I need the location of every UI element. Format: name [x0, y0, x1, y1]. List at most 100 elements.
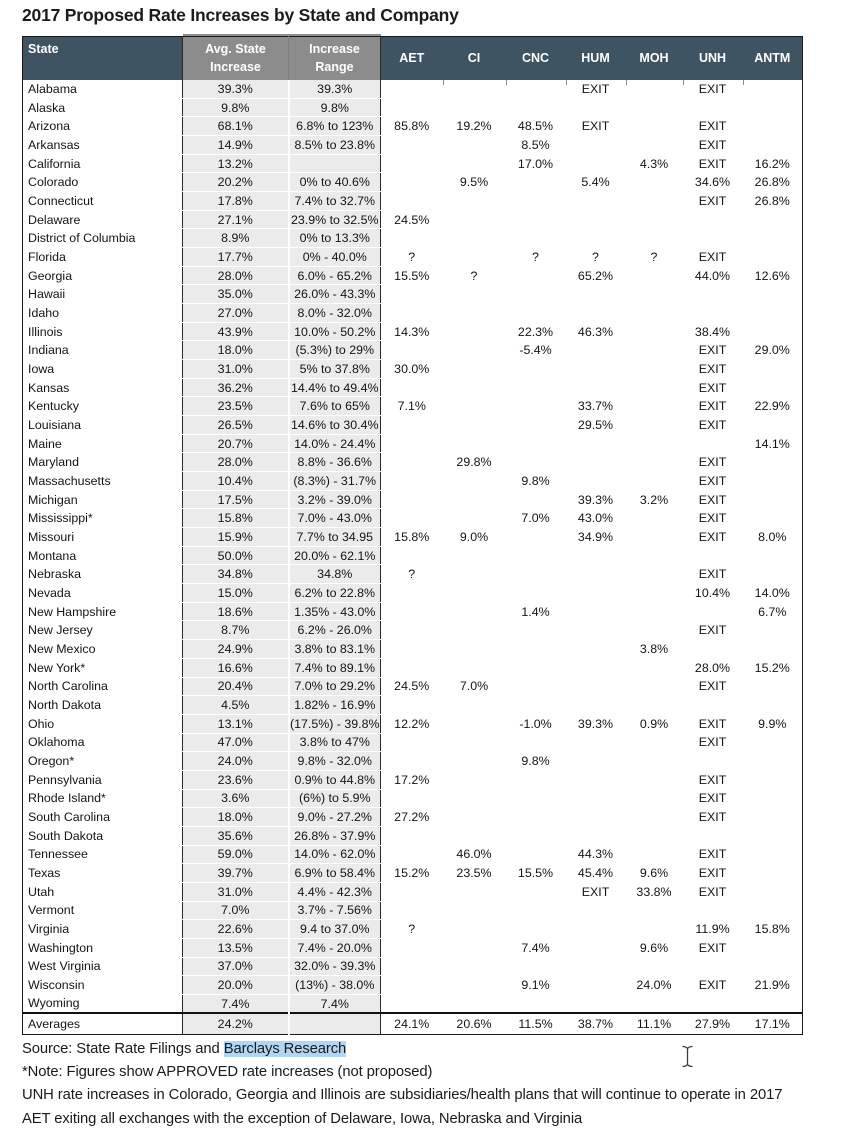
avg-state-increase-cell: 27.0% [182, 303, 290, 323]
company-value-cell [381, 154, 443, 173]
company-value-cell: 15.2% [394, 866, 430, 881]
increase-range-cell: 20.0% - 62.1% [288, 546, 381, 566]
avg-state-increase-cell: 15.0% [182, 583, 290, 603]
company-value-cell [566, 154, 626, 173]
company-value-cell: 7.1% [397, 399, 426, 414]
company-value-cell: 9.1% [521, 978, 550, 993]
increase-range-cell: 6.2% to 22.8% [288, 583, 381, 603]
avg-state-increase-cell: 26.5% [182, 415, 290, 435]
avg-state-increase-cell: 17.8% [182, 191, 290, 211]
table-row: New Jersey 8.7% 6.2% - 26.0% EXIT [23, 620, 803, 641]
state-cell: Oregon* [28, 754, 75, 769]
company-value-cell: 22.3% [517, 324, 554, 339]
state-cell: Kansas [28, 380, 70, 395]
company-value-cell: 15.5% [517, 866, 554, 881]
table-row: Rhode Island* 3.6% (6%) to 5.9% EXIT [23, 789, 803, 809]
company-value-cell [625, 79, 683, 99]
company-value-cell [506, 434, 566, 453]
increase-range-cell: 7.4% - 20.0% [288, 938, 381, 958]
company-value-cell: 26.8% [754, 175, 790, 190]
avg-state-increase-cell: 8.9% [182, 228, 290, 249]
avg-state-increase-cell: 68.1% [182, 116, 290, 137]
company-value-cell: 4.3% [639, 156, 669, 171]
company-value-cell: ? [470, 268, 478, 283]
company-value-cell: EXIT [698, 623, 727, 638]
col-header-moh: MOH [625, 36, 683, 80]
company-value-cell [506, 378, 566, 397]
state-cell: Ohio [28, 716, 55, 731]
company-value-cell [566, 696, 626, 715]
increase-range-cell: 1.82% - 16.9% [288, 695, 381, 715]
company-value-cell: 23.5% [456, 866, 492, 881]
table-row: Maryland 28.0% 8.8% - 36.6% 29.8% EXIT [23, 452, 803, 473]
company-value-cell [566, 434, 626, 453]
company-value-cell [381, 640, 443, 659]
company-value-cell: EXIT [698, 156, 727, 171]
company-value-cell [443, 920, 506, 939]
avg-state-increase-cell: 4.5% [182, 695, 290, 715]
company-value-cell [743, 136, 803, 155]
table-row: Arizona 68.1% 6.8% to 123% 85.8% 19.2% 48.5% E… [23, 116, 803, 137]
company-value-cell [566, 733, 626, 752]
state-cell: California [28, 156, 81, 171]
table-row: Indiana 18.0% (5.3%) to 29% -5.4% EXIT 29.0% [23, 340, 803, 361]
company-value-cell [742, 79, 803, 99]
company-value-cell [626, 621, 683, 640]
company-value-cell [506, 882, 566, 901]
col-header-range-line2: Range [315, 60, 354, 75]
company-value-cell: 17.2% [394, 772, 430, 787]
company-value-cell: -1.0% [519, 716, 552, 731]
company-value-cell [506, 584, 566, 603]
increase-range-cell: 14.0% - 24.4% [288, 434, 381, 454]
avg-state-increase-cell: 24.9% [182, 639, 290, 659]
company-value-cell [506, 658, 566, 677]
aet-note-line: AET exiting all exchanges with the excep… [22, 1110, 583, 1127]
company-value-cell [506, 304, 566, 323]
company-value-cell [443, 752, 506, 771]
company-value-cell: 15.8% [754, 922, 790, 937]
company-value-cell: 6.7% [758, 604, 787, 619]
company-value-cell [443, 136, 506, 155]
company-value-cell: 43.0% [577, 511, 614, 526]
company-value-cell [626, 98, 683, 117]
company-value-cell [743, 994, 803, 1013]
company-value-cell: ? [650, 249, 658, 264]
table-row: Alaska 9.8% 9.8% [23, 98, 803, 118]
increase-range-cell: 32.0% - 39.3% [288, 957, 381, 977]
company-value-cell [381, 658, 443, 677]
company-value-cell [683, 98, 743, 117]
company-value-cell [381, 621, 443, 640]
company-value-cell [566, 938, 626, 957]
company-value-cell: EXIT [698, 716, 727, 731]
company-value-cell: 30.0% [394, 361, 430, 376]
company-value-cell [626, 565, 683, 584]
company-value-cell [443, 397, 506, 416]
increase-range-cell: 9.8% [288, 98, 381, 118]
increase-range-cell: 0% to 40.6% [288, 172, 381, 193]
table-row: California 13.2% 17.0% 4.3% EXIT 16.2% [23, 154, 803, 174]
state-cell: Kentucky [28, 399, 79, 414]
avg-state-increase-cell: 3.6% [182, 789, 290, 809]
selected-text[interactable]: Barclays Research [223, 1041, 347, 1057]
state-cell: South Dakota [28, 828, 104, 843]
company-value-cell [683, 901, 743, 920]
company-value-cell [381, 826, 443, 845]
company-value-cell [626, 192, 683, 211]
col-header-cnc: CNC [505, 36, 566, 80]
table-row: Georgia 28.0% 6.0% - 65.2% 15.5%? 65.2% 44.0%… [23, 266, 803, 286]
table-row: Alabama 39.3% 39.3% EXIT EXIT [23, 79, 803, 99]
company-value-cell [626, 266, 683, 285]
averages-company-cell: 11.5% [505, 1012, 566, 1035]
rate-table: State Avg. State Increase Increase Range… [22, 36, 803, 1035]
company-value-cell: 39.3% [577, 492, 614, 507]
company-value-cell: 29.5% [577, 417, 614, 432]
state-cell: Alabama [28, 81, 77, 96]
table-row: Nevada 15.0% 6.2% to 22.8% 10.4% 14.0% [23, 583, 803, 603]
company-value-cell [566, 192, 626, 211]
note-line: *Note: Figures show APPROVED rate increa… [22, 1064, 433, 1081]
table-row: Arkansas 14.9% 8.5% to 23.8% 8.5% EXIT [23, 135, 803, 155]
company-value-cell [381, 173, 443, 192]
table-row: Delaware 27.1% 23.9% to 32.5% 24.5% [23, 210, 803, 230]
company-value-cell [626, 229, 683, 248]
increase-range-cell: 7.4% to 89.1% [288, 658, 381, 678]
